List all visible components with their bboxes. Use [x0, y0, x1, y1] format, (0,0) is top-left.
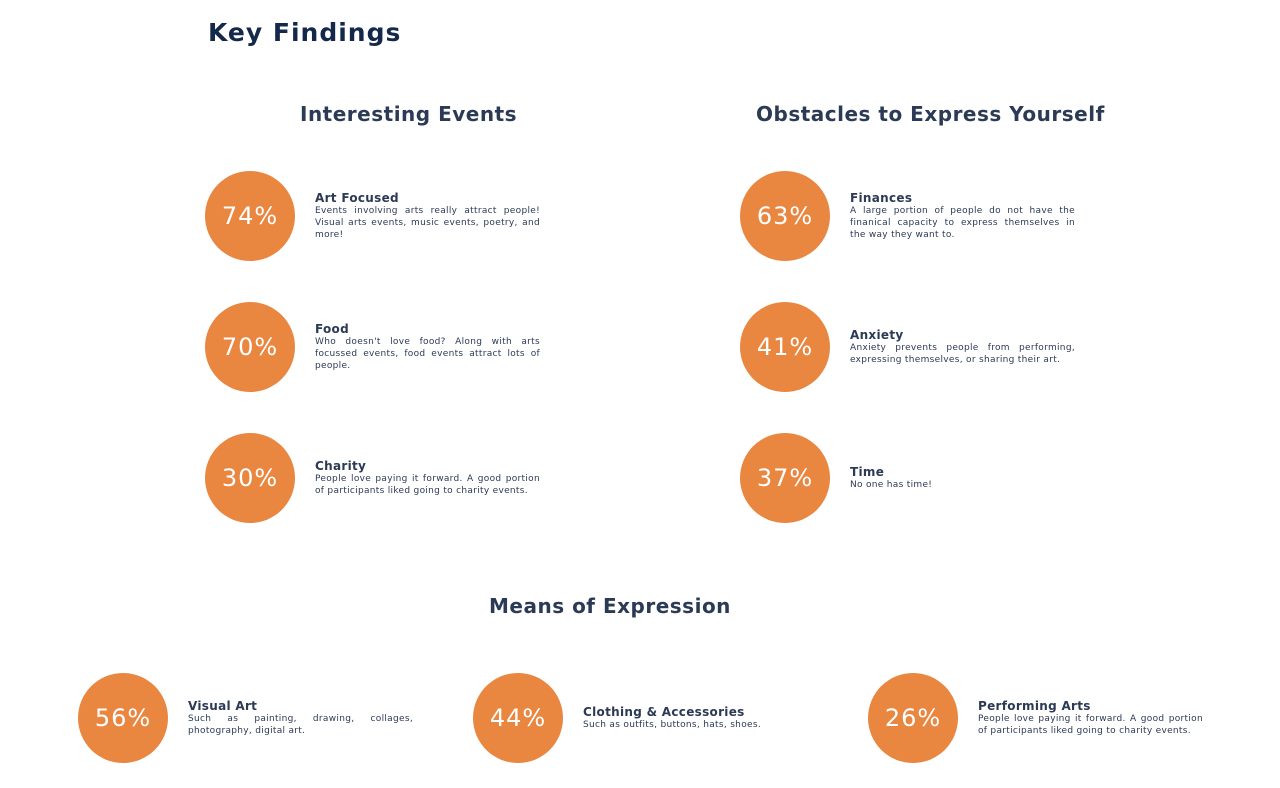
- finding-finances: 63% Finances A large portion of people d…: [740, 171, 1075, 261]
- percent-circle: 37%: [740, 433, 830, 523]
- finding-description: A large portion of people do not have th…: [850, 206, 1075, 240]
- finding-label: Finances: [850, 191, 913, 205]
- finding-description: Events involving arts really attract peo…: [315, 206, 540, 240]
- finding-label: Art Focused: [315, 191, 399, 205]
- percent-circle: 26%: [868, 673, 958, 763]
- finding-label: Time: [850, 465, 885, 479]
- percent-circle: 70%: [205, 302, 295, 392]
- section-title-means-of-expression: Means of Expression: [489, 594, 731, 618]
- finding-visual-art: 56% Visual Art Such as painting, drawing…: [78, 673, 413, 763]
- page-title: Key Findings: [208, 18, 402, 47]
- percent-circle: 30%: [205, 433, 295, 523]
- finding-time: 37% Time No one has time!: [740, 433, 1075, 523]
- percent-circle: 41%: [740, 302, 830, 392]
- finding-label: Performing Arts: [978, 699, 1091, 713]
- finding-description: Who doesn't love food? Along with arts f…: [315, 337, 540, 371]
- percent-circle: 63%: [740, 171, 830, 261]
- percent-circle: 74%: [205, 171, 295, 261]
- finding-food: 70% Food Who doesn't love food? Along wi…: [205, 302, 540, 392]
- percent-circle: 56%: [78, 673, 168, 763]
- finding-anxiety: 41% Anxiety Anxiety prevents people from…: [740, 302, 1075, 392]
- finding-description: Such as outfits, buttons, hats, shoes.: [583, 720, 761, 730]
- finding-label: Charity: [315, 459, 367, 473]
- finding-label: Visual Art: [188, 699, 258, 713]
- finding-clothing-accessories: 44% Clothing & Accessories Such as outfi…: [473, 673, 808, 763]
- finding-label: Food: [315, 322, 349, 336]
- finding-description: No one has time!: [850, 480, 933, 490]
- finding-description: Such as painting, drawing, collages, pho…: [188, 714, 413, 736]
- finding-label: Clothing & Accessories: [583, 705, 745, 719]
- percent-circle: 44%: [473, 673, 563, 763]
- finding-description: Anxiety prevents people from performing,…: [850, 343, 1075, 365]
- finding-description: People love paying it forward. A good po…: [315, 474, 540, 496]
- section-title-obstacles: Obstacles to Express Yourself: [756, 102, 1105, 126]
- finding-label: Anxiety: [850, 328, 904, 342]
- finding-charity: 30% Charity People love paying it forwar…: [205, 433, 540, 523]
- finding-performing-arts: 26% Performing Arts People love paying i…: [868, 673, 1203, 763]
- finding-art-focused: 74% Art Focused Events involving arts re…: [205, 171, 540, 261]
- section-title-interesting-events: Interesting Events: [300, 102, 518, 126]
- finding-description: People love paying it forward. A good po…: [978, 714, 1203, 736]
